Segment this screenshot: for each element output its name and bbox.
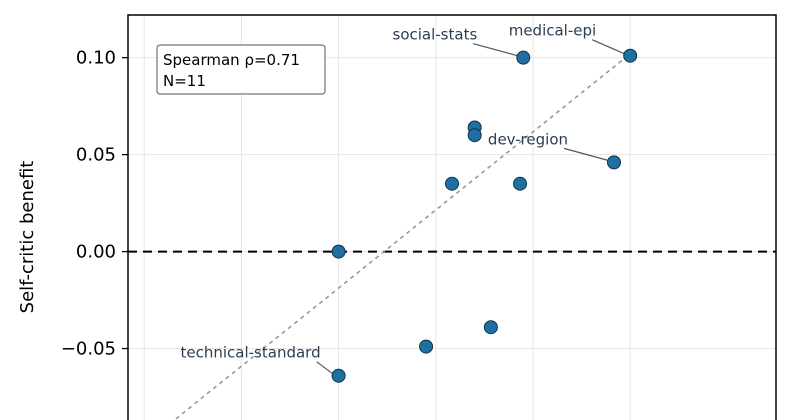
y-tick-label: 0.05	[76, 145, 116, 166]
plot-frame	[127, 14, 777, 420]
annotation-leaders	[316, 39, 625, 375]
stats-box: Spearman ρ=0.71 N=11	[156, 44, 326, 95]
y-axis-ticks: 0.10 0.05 0.00 −0.05	[61, 48, 128, 360]
points-layer	[331, 48, 638, 383]
stats-count: N=11	[163, 72, 206, 90]
trend-line	[173, 53, 631, 420]
data-point-9	[607, 155, 621, 170]
stats-correlation: Spearman ρ=0.71	[163, 51, 300, 69]
data-point-2	[419, 339, 434, 354]
data-point-10	[623, 48, 638, 63]
y-tick-label: 0.00	[76, 242, 116, 263]
data-point-6	[483, 320, 498, 335]
y-tick-label: 0.10	[76, 48, 116, 69]
data-point-1	[331, 368, 346, 383]
annotation-leader	[473, 43, 518, 57]
data-point-3	[445, 176, 459, 191]
annotation-leader	[316, 361, 333, 375]
annotation-labels: technical-standard social-stats dev-region…	[181, 22, 597, 362]
data-point-5	[467, 128, 482, 143]
annotation-medical-epi: medical-epi	[509, 22, 596, 40]
annotation-dev-region: dev-region	[488, 130, 568, 148]
stats-box-frame	[156, 44, 326, 95]
data-point-0	[331, 244, 346, 259]
y-axis-title: Self-critic benefit	[17, 161, 38, 314]
annotation-leader	[591, 39, 625, 55]
annotation-leader	[563, 147, 609, 161]
annotation-social-stats: social-stats	[393, 26, 478, 44]
y-tick-label: −0.05	[61, 339, 116, 360]
data-point-8	[516, 50, 531, 65]
annotation-technical-standard: technical-standard	[181, 344, 321, 362]
data-point-7	[513, 176, 528, 191]
